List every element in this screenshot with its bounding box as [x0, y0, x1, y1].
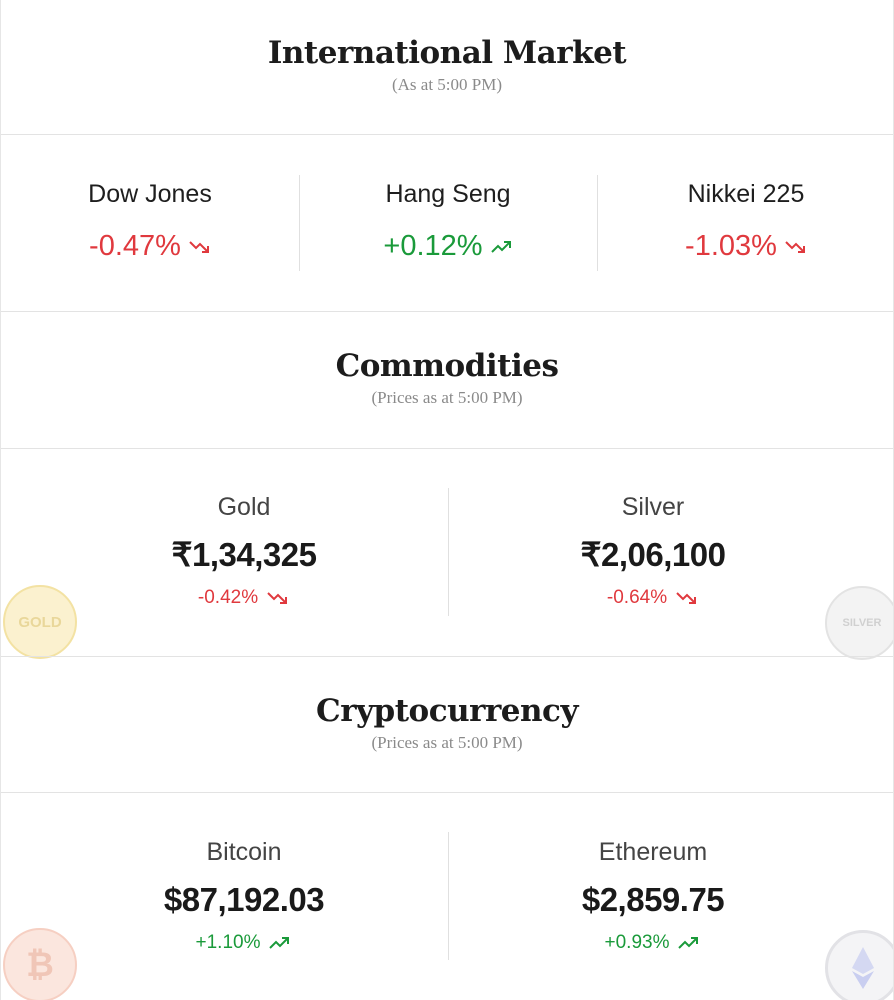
commodities-title: Commodities: [335, 348, 559, 384]
divider: [1, 448, 893, 449]
international-subtitle: (As at 5:00 PM): [391, 75, 503, 94]
index-change: -1.03%: [597, 232, 893, 261]
crypto-ethereum[interactable]: Ethereum $2,859.75 +0.93%: [448, 838, 858, 953]
trend-up-icon: [490, 240, 511, 253]
ethereum-icon: [852, 947, 874, 989]
ethereum-coin-icon: [825, 930, 893, 1000]
trend-up-icon: [678, 936, 699, 949]
index-name: Hang Seng: [385, 180, 511, 208]
index-name: Nikkei 225: [687, 180, 805, 208]
index-dow-jones[interactable]: Dow Jones -0.47%: [1, 182, 299, 261]
asset-change: -0.64%: [448, 588, 858, 607]
asset-name: Bitcoin: [206, 838, 282, 866]
silver-coin-icon: SILVER: [825, 586, 893, 660]
crypto-header: Cryptocurrency (Prices as at 5:00 PM): [1, 696, 893, 753]
index-nikkei-225[interactable]: Nikkei 225 -1.03%: [597, 180, 893, 261]
trend-down-icon: [785, 240, 805, 253]
bitcoin-coin-icon: ₿: [3, 928, 77, 1000]
commodities-header: Commodities (Prices as at 5:00 PM): [1, 351, 893, 408]
divider: [597, 175, 598, 271]
divider: [448, 832, 449, 960]
commodity-silver[interactable]: Silver ₹2,06,100 -0.64%: [448, 493, 858, 608]
asset-name: Gold: [217, 493, 271, 521]
commodity-gold[interactable]: Gold ₹1,34,325 -0.42%: [39, 493, 449, 608]
asset-change: +0.93%: [448, 933, 858, 952]
asset-price: $2,859.75: [581, 881, 725, 918]
index-change: +0.12%: [299, 232, 597, 261]
gold-coin-icon: GOLD: [3, 585, 77, 659]
commodities-subtitle: (Prices as at 5:00 PM): [371, 388, 523, 407]
crypto-bitcoin[interactable]: Bitcoin $87,192.03 +1.10%: [39, 838, 449, 953]
trend-up-icon: [269, 936, 290, 949]
index-change: -0.47%: [1, 232, 299, 261]
divider: [1, 792, 893, 793]
asset-change: +1.10%: [39, 933, 449, 952]
trend-down-icon: [676, 591, 697, 604]
international-title: International Market: [267, 35, 627, 71]
asset-name: Ethereum: [598, 838, 708, 866]
asset-change: -0.42%: [39, 588, 449, 607]
asset-price: ₹2,06,100: [580, 536, 726, 573]
divider: [299, 175, 300, 271]
asset-name: Silver: [621, 493, 685, 521]
divider: [1, 311, 893, 312]
trend-down-icon: [189, 240, 209, 253]
asset-price: $87,192.03: [163, 881, 325, 918]
crypto-title: Cryptocurrency: [316, 693, 578, 729]
crypto-subtitle: (Prices as at 5:00 PM): [371, 733, 523, 752]
divider: [1, 134, 893, 135]
divider: [1, 656, 893, 657]
index-name: Dow Jones: [88, 180, 212, 208]
divider: [448, 488, 449, 616]
asset-price: ₹1,34,325: [171, 536, 317, 573]
trend-down-icon: [267, 591, 288, 604]
index-hang-seng[interactable]: Hang Seng +0.12%: [299, 182, 597, 261]
international-header: International Market (As at 5:00 PM): [1, 38, 893, 95]
